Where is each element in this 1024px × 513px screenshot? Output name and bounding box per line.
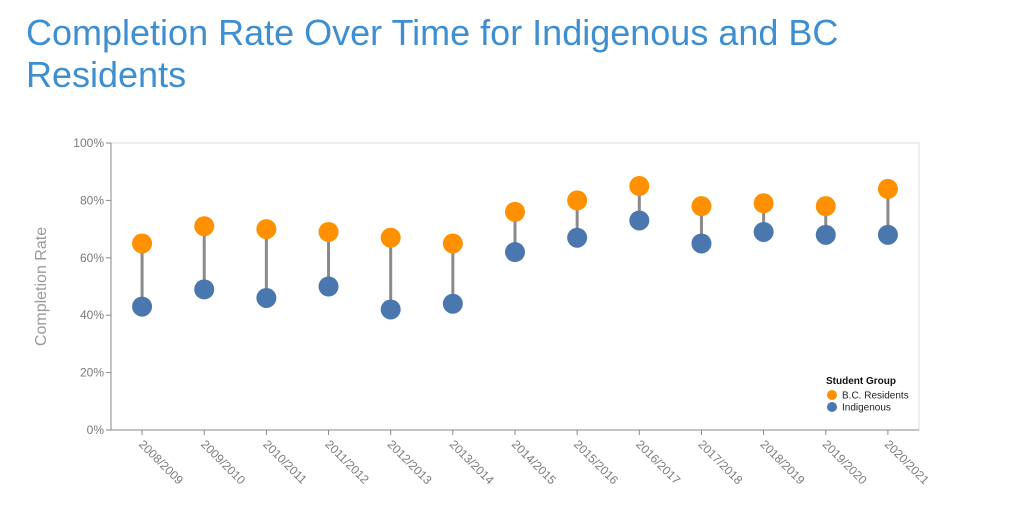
legend-label: B.C. Residents	[842, 391, 909, 402]
x-axis: 2008/2009 2009/2010 2010/2011 2011/2012 2012…	[136, 430, 932, 487]
indigenous-point	[442, 293, 463, 314]
indigenous-point	[318, 276, 339, 297]
x-tick-label: 2013/2014	[447, 437, 497, 487]
bc-residents-point	[505, 201, 525, 222]
y-axis-title: Completion Rate	[33, 227, 50, 346]
chart-title: Completion Rate Over Time for Indigenous…	[26, 12, 839, 95]
indigenous-point	[505, 242, 525, 263]
y-tick-label: 100%	[73, 136, 104, 150]
x-tick-label: 2020/2021	[882, 437, 932, 487]
x-tick-label: 2017/2018	[695, 437, 745, 487]
bc-residents-point	[877, 178, 898, 199]
bc-residents-point	[691, 196, 712, 217]
bc-residents-point	[629, 176, 650, 197]
legend-symbol	[827, 390, 837, 400]
x-tick-label: 2008/2009	[136, 437, 186, 487]
indigenous-point	[194, 279, 215, 300]
bc-residents-point	[132, 233, 153, 254]
y-tick-label: 40%	[80, 308, 104, 322]
legend-title: Student Group	[826, 376, 896, 387]
y-tick-label: 80%	[80, 193, 104, 207]
indigenous-point	[691, 233, 712, 254]
indigenous-point	[132, 296, 153, 317]
y-tick-label: 60%	[80, 251, 104, 265]
plot-border	[110, 142, 920, 431]
y-axis: 0% 20% 40% 60% 80% 100%	[73, 136, 111, 437]
legend-label: Indigenous	[842, 403, 891, 414]
data-points	[132, 176, 898, 320]
x-tick-label: 2014/2015	[509, 437, 559, 487]
x-tick-label: 2012/2013	[385, 437, 435, 487]
indigenous-point	[753, 221, 774, 242]
x-tick-label: 2011/2012	[322, 437, 372, 487]
x-tick-label: 2009/2010	[198, 437, 248, 487]
x-tick-label: 2010/2011	[260, 437, 310, 487]
bc-residents-point	[256, 219, 277, 240]
bc-residents-point	[380, 227, 401, 248]
bc-residents-point	[442, 233, 463, 254]
bc-residents-point	[194, 216, 215, 237]
y-tick-label: 0%	[87, 423, 105, 437]
bc-residents-point	[753, 193, 774, 214]
bc-residents-point	[567, 190, 588, 211]
legend-symbol	[827, 402, 837, 412]
x-tick-label: 2018/2019	[757, 437, 807, 487]
indigenous-point	[629, 210, 650, 231]
x-tick-label: 2016/2017	[633, 437, 683, 487]
plot-frame	[110, 142, 920, 431]
x-tick-label: 2015/2016	[571, 437, 621, 487]
indigenous-point	[877, 224, 898, 245]
bc-residents-point	[815, 196, 836, 217]
x-tick-label: 2019/2020	[820, 437, 870, 487]
indigenous-point	[256, 287, 277, 308]
bc-residents-point	[318, 221, 339, 242]
indigenous-point	[815, 224, 836, 245]
y-tick-label: 20%	[80, 366, 104, 380]
indigenous-point	[567, 227, 588, 248]
indigenous-point	[380, 299, 401, 320]
